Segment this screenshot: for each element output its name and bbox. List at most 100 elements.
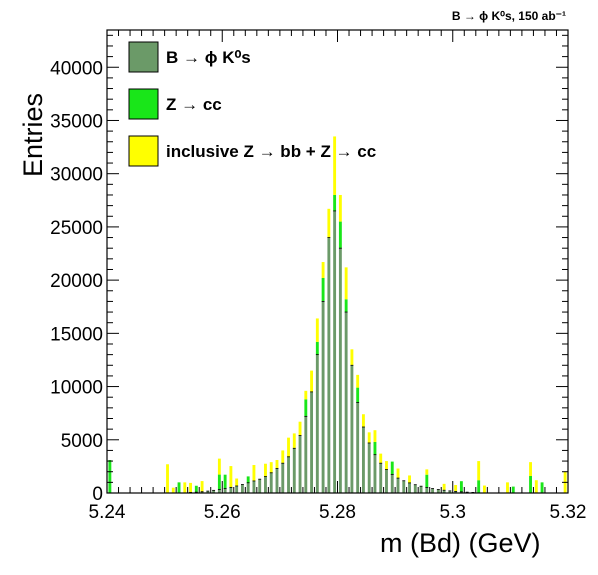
histogram-bar-inclusive [338,194,342,222]
y-tick-label: 15000 [50,324,103,345]
histogram-bar-inclusive [252,465,256,481]
histogram-bar-inclusive [350,349,354,366]
histogram-bar-signal [229,487,233,493]
histogram-bar-inclusive [373,430,377,442]
histogram-bar-signal [304,416,308,493]
histogram-bar-inclusive [425,469,429,475]
histogram-bar-zcc [390,461,394,475]
histogram-bar-zcc [315,341,319,355]
histogram-bar-signal [206,491,210,493]
histogram-bar-signal [356,402,360,493]
histogram-bar-inclusive [477,461,481,481]
axis-ticks [106,30,569,494]
histogram-bar-signal [269,472,273,493]
y-tick-label: 0 [92,484,103,505]
histogram-bar-signal [217,489,221,493]
histogram-bar-signal [408,482,411,493]
histogram-bar-signal [298,435,302,493]
y-tick-label: 10000 [50,378,103,399]
plot-annotation: B → ϕ K⁰s, 150 ab⁻¹ [452,9,566,23]
histogram-bar-signal [321,301,325,493]
histogram-bar-signal [223,488,227,493]
histogram-bar-signal [310,391,314,493]
y-axis-title: Entries [18,93,48,177]
histogram-bar-inclusive [189,482,192,493]
axis-tick-labels: 5.24 5.26 5.28 5.3 5.32 0 5000 10000 15000 20000 2… [50,58,586,523]
histogram-bar-inclusive [344,267,348,300]
y-tick-label: 20000 [50,271,103,292]
histogram-bar-inclusive [506,482,509,493]
histogram-bar-signal [264,476,267,493]
legend-label-inclusive: inclusive Z → bb + Z → cc [166,142,376,161]
histogram-bar-signal [367,442,371,493]
histogram-bar-inclusive [183,482,187,493]
histogram-bar-inclusive [229,466,233,488]
histogram-bar-signal [333,210,337,493]
histogram-bar-inclusive [275,460,279,469]
histogram-bar-inclusive [361,414,365,428]
histogram-bar-zcc [511,486,515,493]
histogram-bar-zcc [529,475,532,493]
histogram-bar-signal [212,490,216,493]
histogram-bar-inclusive [235,478,239,486]
y-tick-label: 35000 [50,112,103,133]
histogram-bar-zcc [477,480,481,493]
histogram-bar-signal [396,478,400,493]
histogram-bar-signal [431,488,435,493]
histogram-bar-inclusive [483,485,486,493]
histogram-bar-inclusive [529,462,532,476]
histogram-bar-signal [373,454,377,493]
histogram-bar-inclusive [298,421,302,436]
histogram-bar-signal [350,365,354,493]
histogram-bar-signal [287,456,290,493]
histogram-bar-signal [442,490,446,493]
legend: B → ϕ K⁰s Z → cc inclusive Z → bb + Z → … [128,41,376,167]
x-axis-title: m (Bd) (GeV) [380,528,541,558]
x-tick-label: 5.26 [204,502,241,523]
histogram-bar-signal [235,485,239,493]
histogram-bar-zcc [333,194,337,211]
histogram-bar-signal [425,487,429,493]
y-tick-label: 25000 [50,218,103,239]
histogram-bar-inclusive [321,262,325,278]
histogram-bar-zcc [108,460,112,493]
histogram-bar-signal [258,479,262,493]
x-tick-label: 5.32 [550,502,587,523]
histogram-bar-inclusive [442,483,446,491]
histogram-bar-zcc [344,299,348,313]
histogram-bar-inclusive [315,318,319,342]
histogram-bar-signal [448,490,452,493]
y-tick-label: 5000 [61,431,103,452]
histogram-bar-inclusive [264,463,267,477]
legend-label-signal: B → ϕ K⁰s [166,48,251,67]
histogram-bar-inclusive [292,433,296,449]
histogram-bar-inclusive [356,374,360,388]
histogram-bar-zcc [540,482,544,493]
histogram-bar-signal [200,491,204,493]
histogram-bar-zcc [425,474,429,488]
legend-swatch-signal [128,41,159,73]
histogram-bar-zcc [356,387,360,403]
histogram-bar-signal [246,482,250,493]
histogram-bar-signal [315,354,319,493]
histogram-bar-inclusive [385,461,388,470]
histogram-bar-signal [240,484,244,493]
histogram-bar-inclusive [367,432,371,443]
histogram-bar-inclusive [396,468,400,479]
histogram-bar-zcc [194,485,198,493]
histogram-bar-zcc [223,474,227,489]
histogram-bar-zcc [246,476,250,483]
histogram-bar-signal [413,484,417,493]
histogram-bar-signal [292,448,296,493]
x-tick-label: 5.28 [319,502,356,523]
x-tick-label: 5.24 [89,502,126,523]
y-tick-label: 30000 [50,165,103,186]
histogram-bar-inclusive [304,390,308,400]
histogram-bar-inclusive [534,480,538,493]
histogram-bar-signal [338,248,342,493]
histogram-bar-inclusive [217,458,221,475]
histogram-bar-zcc [304,399,308,417]
legend-label-zcc: Z → cc [166,95,222,114]
legend-swatch-inclusive [128,135,159,167]
histogram-bar-zcc [338,221,342,249]
